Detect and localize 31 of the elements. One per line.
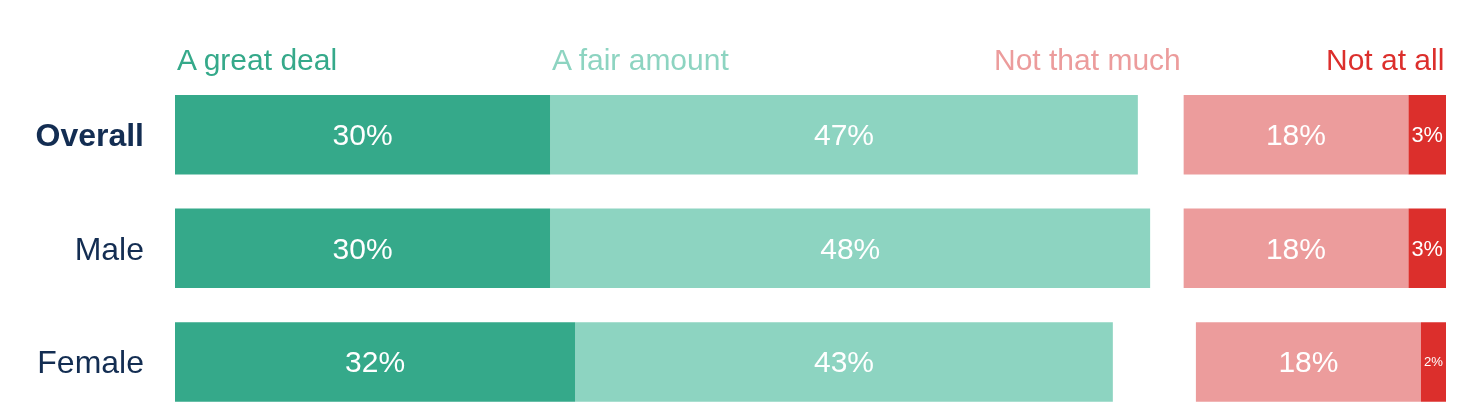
series-label: A great deal xyxy=(177,43,338,76)
data-label: 18% xyxy=(1278,345,1339,379)
series-label: A fair amount xyxy=(552,43,730,76)
bar xyxy=(1408,208,1446,289)
bar xyxy=(1183,208,1409,289)
data-label: 2% xyxy=(1424,354,1444,370)
data-label: 3% xyxy=(1411,235,1443,261)
data-label: 3% xyxy=(1411,122,1443,148)
bar xyxy=(1408,95,1446,175)
bar xyxy=(175,95,551,175)
data-label: 47% xyxy=(813,118,875,152)
bar xyxy=(1420,322,1446,402)
bar xyxy=(175,322,576,402)
data-label: 43% xyxy=(813,345,875,379)
y-tick-label: Overall xyxy=(35,116,144,153)
series-label: Not that much xyxy=(994,43,1181,76)
data-label: 48% xyxy=(820,231,881,265)
y-tick-label: Female xyxy=(37,344,144,381)
series-label: Not at all xyxy=(1326,43,1445,76)
data-label: 30% xyxy=(332,231,393,265)
bar xyxy=(550,208,1151,289)
bar xyxy=(1183,95,1409,175)
bar xyxy=(550,95,1138,175)
bar xyxy=(175,208,551,289)
bar xyxy=(575,322,1113,402)
data-label: 30% xyxy=(332,118,393,152)
data-label: 18% xyxy=(1265,118,1326,152)
y-tick-label: Male xyxy=(74,230,144,267)
data-label: 32% xyxy=(345,345,406,379)
data-label: 18% xyxy=(1265,231,1326,265)
bar xyxy=(1195,322,1421,402)
